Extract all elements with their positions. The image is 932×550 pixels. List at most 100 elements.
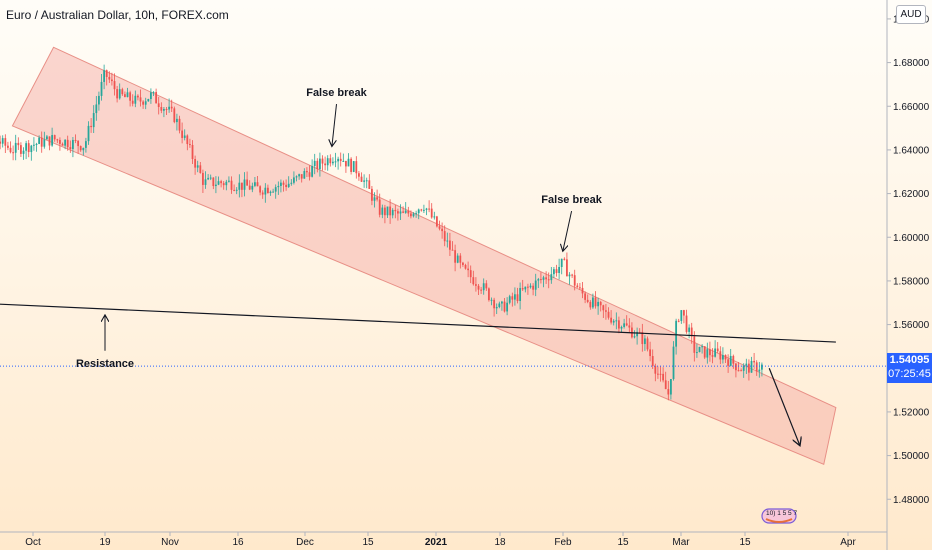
- candle-body: [290, 182, 293, 184]
- candle-body: [66, 139, 69, 148]
- candle-body: [607, 311, 610, 318]
- candle-body: [142, 101, 145, 105]
- candle-body: [555, 269, 558, 273]
- candle-body: [459, 255, 462, 263]
- candle-body: [345, 160, 347, 167]
- candle-body: [397, 211, 399, 214]
- candle-body: [287, 183, 290, 188]
- candle-body: [688, 327, 691, 332]
- candle-body: [69, 147, 72, 149]
- candle-body: [17, 142, 20, 146]
- candle-body: [662, 373, 665, 381]
- candle-body: [360, 176, 363, 182]
- candle-body: [534, 280, 537, 290]
- candle-body: [573, 275, 576, 286]
- candle-body: [64, 139, 67, 146]
- candle-body: [693, 336, 696, 353]
- x-tick-label: Feb: [554, 537, 572, 548]
- candle-body: [126, 92, 129, 98]
- candle-body: [737, 370, 740, 372]
- candle-body: [222, 183, 225, 186]
- candle-body: [386, 206, 389, 216]
- candle-body: [745, 363, 748, 366]
- candle-body: [56, 139, 59, 141]
- candle-body: [355, 161, 358, 174]
- candle-body: [358, 173, 360, 177]
- candle-body: [547, 279, 550, 281]
- candle-body: [685, 315, 688, 332]
- candle-body: [464, 264, 467, 269]
- candle-body: [300, 174, 303, 179]
- candle-body: [139, 97, 142, 102]
- candle-body: [750, 360, 753, 373]
- candle-body: [550, 274, 553, 281]
- candle-body: [22, 150, 25, 154]
- x-tick-label: 16: [232, 537, 244, 548]
- candle-body: [724, 355, 727, 360]
- candle-body: [90, 125, 93, 128]
- candle-body: [61, 143, 64, 146]
- candle-body: [623, 323, 626, 327]
- candle-body: [690, 327, 693, 337]
- candle-body: [168, 106, 171, 110]
- candle-body: [215, 184, 217, 187]
- x-tick-label: Oct: [25, 537, 41, 548]
- candle-body: [755, 362, 758, 372]
- candle-body: [446, 240, 449, 242]
- last-price-tag: 1.54095 07:25:45: [887, 353, 932, 383]
- candle-body: [558, 266, 561, 273]
- candle-body: [303, 171, 306, 179]
- candle-body: [189, 144, 191, 146]
- candle-body: [129, 92, 132, 101]
- candle-body: [176, 118, 178, 123]
- candle-body: [742, 365, 745, 371]
- candle-body: [186, 135, 189, 145]
- candle-body: [329, 158, 332, 164]
- candle-body: [202, 172, 204, 185]
- candles: [0, 64, 763, 401]
- x-tick-label: 15: [617, 537, 629, 548]
- candle-body: [259, 186, 262, 193]
- candle-body: [566, 259, 568, 277]
- candle-body: [441, 228, 444, 232]
- candle-body: [524, 286, 527, 290]
- candle-body: [477, 285, 480, 290]
- candle-body: [722, 355, 724, 360]
- candle-body: [618, 320, 620, 329]
- candle-body: [339, 158, 342, 161]
- candle-body: [85, 141, 87, 148]
- candle-body: [40, 137, 43, 147]
- tradingview-logo-icon[interactable]: 10) 1 5 5 7: [760, 503, 798, 527]
- candle-body: [480, 289, 483, 291]
- annotation-arrow: [563, 210, 573, 250]
- candle-body: [264, 187, 267, 195]
- candle-body: [719, 351, 722, 360]
- candle-body: [451, 249, 454, 251]
- candle-body: [597, 301, 600, 307]
- candle-body: [680, 310, 683, 321]
- candle-body: [321, 158, 324, 164]
- candle-body: [282, 182, 285, 185]
- candle-body: [238, 182, 241, 190]
- currency-badge[interactable]: AUD: [896, 5, 926, 24]
- candle-body: [277, 185, 280, 188]
- candle-body: [163, 108, 165, 111]
- price-channel: [11, 46, 837, 466]
- candle-body: [651, 356, 654, 366]
- candle-body: [108, 76, 111, 80]
- candle-body: [92, 113, 95, 128]
- x-tick-label: Dec: [296, 537, 314, 548]
- candle-body: [324, 163, 327, 166]
- candle-body: [540, 279, 542, 281]
- candle-body: [404, 210, 407, 213]
- candle-body: [568, 274, 571, 277]
- candle-body: [412, 213, 415, 217]
- candle-body: [716, 348, 719, 352]
- candle-body: [636, 331, 639, 337]
- candle-body: [584, 293, 587, 300]
- candle-body: [352, 161, 355, 172]
- candle-body: [501, 301, 503, 304]
